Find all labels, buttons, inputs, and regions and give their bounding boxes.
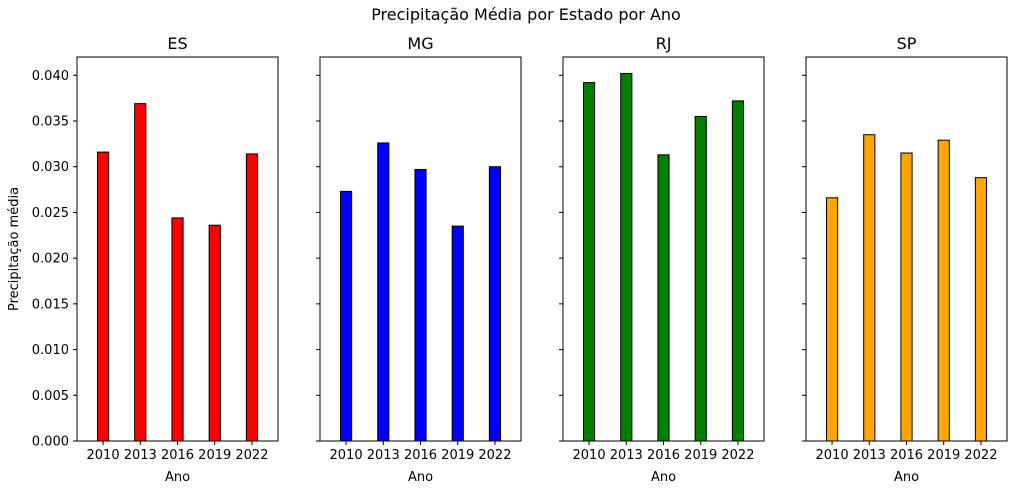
bar-es-2013 [134, 103, 147, 442]
y-tick-label: 0.020 [32, 252, 69, 267]
x-tick-label: 2013 [124, 448, 157, 463]
x-tick-label: 2010 [87, 448, 120, 463]
bar-es-2016 [171, 217, 184, 442]
bar-mg-2010 [339, 190, 353, 442]
y-tick-label: 0.015 [32, 297, 69, 312]
y-tick-label: 0.035 [32, 115, 69, 130]
panel-rj: RJ 2010 2013 2016 2019 2022 Ano [559, 34, 765, 485]
x-tick-label: 2022 [964, 448, 997, 463]
y-axis-label: Precipitação média [7, 187, 22, 311]
x-tick-label: 2016 [161, 448, 194, 463]
x-tick-label: 2019 [927, 448, 960, 463]
chart-panels: ES 2010 2013 2016 2019 2022 Ano 0.000 0.005 0.010… [32, 34, 1008, 485]
x-tick-label: 2022 [235, 448, 268, 463]
x-tick-label: 2016 [404, 448, 437, 463]
bar-es-2022 [245, 153, 259, 442]
y-tick-label: 0.040 [32, 69, 69, 84]
bar-mg-2022 [488, 166, 502, 442]
x-tick-label: 2010 [330, 448, 363, 463]
x-tick-label: 2019 [198, 448, 231, 463]
panel-title: MG [407, 34, 433, 53]
x-tick-label: 2010 [573, 448, 606, 463]
bar-sp-2013 [863, 134, 876, 442]
y-tick-label: 0.000 [32, 435, 69, 450]
x-tick-label: 2022 [721, 448, 754, 463]
x-tick-label: 2013 [610, 448, 643, 463]
y-tick-label: 0.010 [32, 343, 69, 358]
bar-mg-2013 [377, 142, 390, 442]
panel-title: ES [167, 34, 187, 53]
panel-es: ES 2010 2013 2016 2019 2022 Ano 0.000 0.005 0.010… [32, 34, 279, 485]
bar-sp-2019 [937, 139, 950, 442]
x-axis-label: Ano [408, 470, 433, 485]
x-tick-label: 2013 [853, 448, 886, 463]
x-tick-label: 2016 [890, 448, 923, 463]
x-tick-label: 2019 [684, 448, 717, 463]
y-tick-label: 0.025 [32, 206, 69, 221]
bar-rj-2019 [694, 115, 707, 442]
x-tick-label: 2019 [441, 448, 474, 463]
x-tick-label: 2013 [367, 448, 400, 463]
y-tick-label: 0.030 [32, 160, 69, 175]
panel-title: SP [897, 34, 917, 53]
bar-rj-2022 [731, 100, 745, 442]
panel-mg: MG 2010 2013 2016 2019 2022 Ano [316, 34, 522, 485]
x-tick-label: 2010 [816, 448, 849, 463]
bar-mg-2016 [414, 168, 427, 442]
bar-mg-2019 [451, 225, 464, 442]
bar-sp-2010 [825, 197, 839, 442]
chart-title: Precipitação Média por Estado por Ano [371, 5, 681, 24]
bar-rj-2010 [582, 82, 596, 442]
x-axis-label: Ano [651, 470, 676, 485]
panel-title: RJ [656, 34, 672, 53]
bar-es-2010 [96, 151, 110, 442]
y-tick-label: 0.005 [32, 389, 69, 404]
panel-sp: SP 2010 2013 2016 2019 2022 Ano [802, 34, 1008, 485]
x-tick-label: 2022 [478, 448, 511, 463]
x-tick-label: 2016 [647, 448, 680, 463]
bar-sp-2022 [974, 177, 988, 442]
bar-rj-2016 [657, 154, 670, 442]
bar-es-2019 [208, 224, 221, 442]
x-axis-label: Ano [894, 470, 919, 485]
x-axis-label: Ano [165, 470, 190, 485]
bar-sp-2016 [900, 152, 913, 442]
bar-rj-2013 [620, 72, 633, 442]
